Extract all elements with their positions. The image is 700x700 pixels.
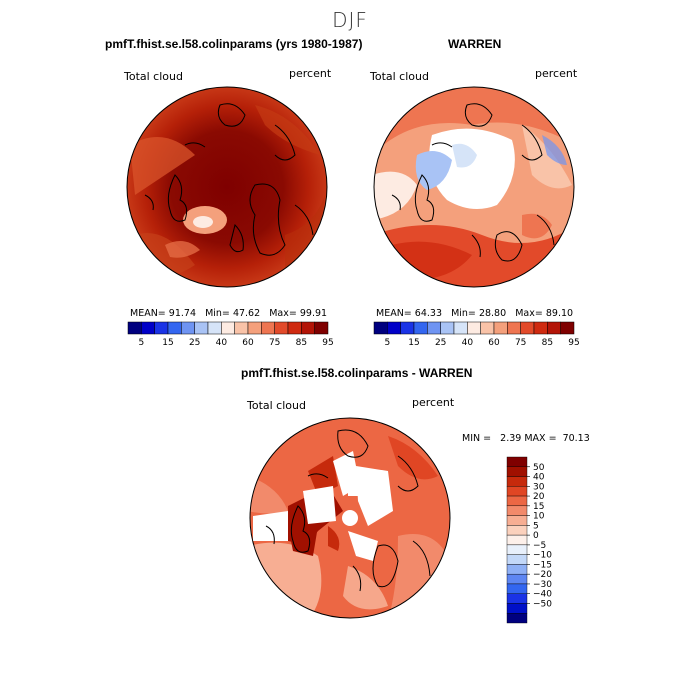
panel1-colorbar-swatch-3 <box>167 321 182 335</box>
panel2-polar-map <box>373 86 575 288</box>
panel3-colorbar-swatch-9 <box>506 544 528 555</box>
panel3-colorbar-tick-label: 50 <box>533 463 545 473</box>
panel3-colorbar-tick-label: 20 <box>533 492 545 502</box>
panel2-colorbar-swatch-10 <box>507 321 521 335</box>
panel3-colorbar-swatch-12 <box>506 573 528 585</box>
panel3-colorbar-swatch-8 <box>506 534 528 546</box>
panel3-colorbar-swatch-10 <box>506 554 528 565</box>
panel2-colorbar-swatch-2 <box>400 321 415 335</box>
panel1-colorbar-swatch-9 <box>247 321 262 335</box>
panel3-colorbar-swatch-4 <box>506 495 528 507</box>
panel2-colorbar-tick-label: 15 <box>408 338 419 348</box>
panel3-colorbar-swatch-6 <box>506 515 528 526</box>
panel3-colorbar-swatch-14 <box>506 593 528 604</box>
panel1-title: pmfT.fhist.se.l58.colinparams (yrs 1980-… <box>105 37 363 51</box>
panel1-colorbar-swatch-13 <box>301 321 315 335</box>
panel3-colorbar-swatch-13 <box>506 583 528 594</box>
panel1-colorbar-tick-label: 5 <box>138 338 144 348</box>
panel3-colorbar-tick-label: −10 <box>533 551 552 561</box>
panel3-polar-map <box>249 417 451 619</box>
panel1-colorbar-swatch-11 <box>274 321 289 335</box>
panel2-colorbar-swatch-3 <box>413 321 428 335</box>
panel1-colorbar-swatch-14 <box>314 321 329 335</box>
panel1-colorbar-swatch-8 <box>234 321 249 335</box>
panel1-units-label: percent <box>289 67 332 80</box>
panel3-colorbar-swatch-7 <box>506 525 528 536</box>
panel3-colorbar-tick-label: 0 <box>533 531 539 541</box>
panel1-colorbar-swatch-7 <box>221 321 235 335</box>
panel1-colorbar-tick-label: 60 <box>242 338 254 348</box>
panel3-colorbar-tick-label: −15 <box>533 560 552 570</box>
panel2-colorbar-tick-label: 5 <box>384 338 390 348</box>
panel2-colorbar-tick-label: 60 <box>488 338 500 348</box>
panel1-colorbar-tick-label: 95 <box>322 338 333 348</box>
panel2-title: WARREN <box>448 37 502 51</box>
panel2-colorbar-swatch-5 <box>440 321 455 335</box>
panel3-colorbar-tick-label: −30 <box>533 580 552 590</box>
panel2-colorbar-tick-label: 95 <box>568 338 579 348</box>
panel3-colorbar-tick-label: 40 <box>533 473 545 483</box>
panel3-colorbar-tick-label: 10 <box>533 512 545 522</box>
panel3-colorbar-swatch-15 <box>506 603 528 614</box>
panel3-colorbar-tick-label: −20 <box>533 570 552 580</box>
panel1-colorbar-swatch-4 <box>181 321 195 335</box>
panel1-colorbar: 5 15 25 40 60 75 85 95 <box>127 321 334 348</box>
panel3-colorbar-tick-label: 5 <box>533 521 539 531</box>
panel2-colorbar-swatch-0 <box>373 321 388 335</box>
panel2-colorbar-swatch-12 <box>533 321 548 335</box>
panel1-colorbar-swatch-1 <box>141 321 155 335</box>
panel3-variable-label: Total cloud <box>247 399 306 412</box>
panel3-colorbar-tick-label: 30 <box>533 482 545 492</box>
panel2-colorbar-swatch-7 <box>467 321 481 335</box>
panel3-colorbar-swatch-1 <box>506 466 528 477</box>
panel3-colorbar-tick-label: 15 <box>533 502 544 512</box>
panel2-colorbar-tick-label: 75 <box>515 338 526 348</box>
panel3-colorbar-swatch-0 <box>506 456 528 467</box>
panel3-minmax: MIN = 2.39 MAX = 70.13 <box>462 433 590 444</box>
panel1-colorbar-swatch-5 <box>194 321 209 335</box>
panel1-colorbar-swatch-2 <box>154 321 169 335</box>
panel3-colorbar-tick-label: −50 <box>533 599 552 609</box>
panel3-colorbar-tick-label: −40 <box>533 590 552 600</box>
panel3-title: pmfT.fhist.se.l58.colinparams - WARREN <box>241 366 473 380</box>
panel1-colorbar-tick-label: 85 <box>296 338 307 348</box>
panel2-colorbar-swatch-13 <box>547 321 561 335</box>
panel2-colorbar-swatch-4 <box>427 321 441 335</box>
panel2-colorbar-swatch-8 <box>480 321 495 335</box>
panel2-variable-label: Total cloud <box>370 70 429 83</box>
panel1-colorbar-tick-label: 25 <box>189 338 200 348</box>
panel1-stats: MEAN= 91.74 Min= 47.62 Max= 99.91 <box>130 308 328 319</box>
panel3-units-label: percent <box>412 396 455 409</box>
panel1-colorbar-swatch-0 <box>127 321 142 335</box>
panel2-colorbar: 5 15 25 40 60 75 85 95 <box>373 321 580 348</box>
panel2-units-label: percent <box>535 67 578 80</box>
panel1-variable-label: Total cloud <box>124 70 183 83</box>
panel2-colorbar-tick-label: 85 <box>542 338 553 348</box>
panel2-colorbar-swatch-6 <box>453 321 468 335</box>
panel1-colorbar-swatch-10 <box>261 321 275 335</box>
panel3-colorbar-swatch-5 <box>506 505 528 516</box>
panel1-polar-map <box>126 86 328 288</box>
panel1-colorbar-tick-label: 75 <box>269 338 280 348</box>
panel1-colorbar-swatch-12 <box>287 321 302 335</box>
panel1-colorbar-tick-label: 15 <box>162 338 173 348</box>
panel2-colorbar-swatch-11 <box>520 321 535 335</box>
panel3-colorbar-tick-label: −5 <box>533 541 546 551</box>
panel3-colorbar-swatch-3 <box>506 486 528 497</box>
season-title: DJF <box>332 8 368 32</box>
panel3-colorbar-swatch-2 <box>506 476 528 487</box>
panel1-colorbar-swatch-6 <box>207 321 222 335</box>
panel2-colorbar-swatch-1 <box>387 321 401 335</box>
panel2-colorbar-tick-label: 25 <box>435 338 446 348</box>
panel2-colorbar-swatch-9 <box>493 321 508 335</box>
panel2-colorbar-swatch-14 <box>560 321 575 335</box>
panel2-stats: MEAN= 64.33 Min= 28.80 Max= 89.10 <box>376 308 574 319</box>
panel2-colorbar-tick-label: 40 <box>462 338 474 348</box>
panel1-colorbar-tick-label: 40 <box>216 338 228 348</box>
panel3-colorbar-swatch-11 <box>506 564 528 575</box>
panel3-colorbar-swatch-16 <box>506 613 528 624</box>
